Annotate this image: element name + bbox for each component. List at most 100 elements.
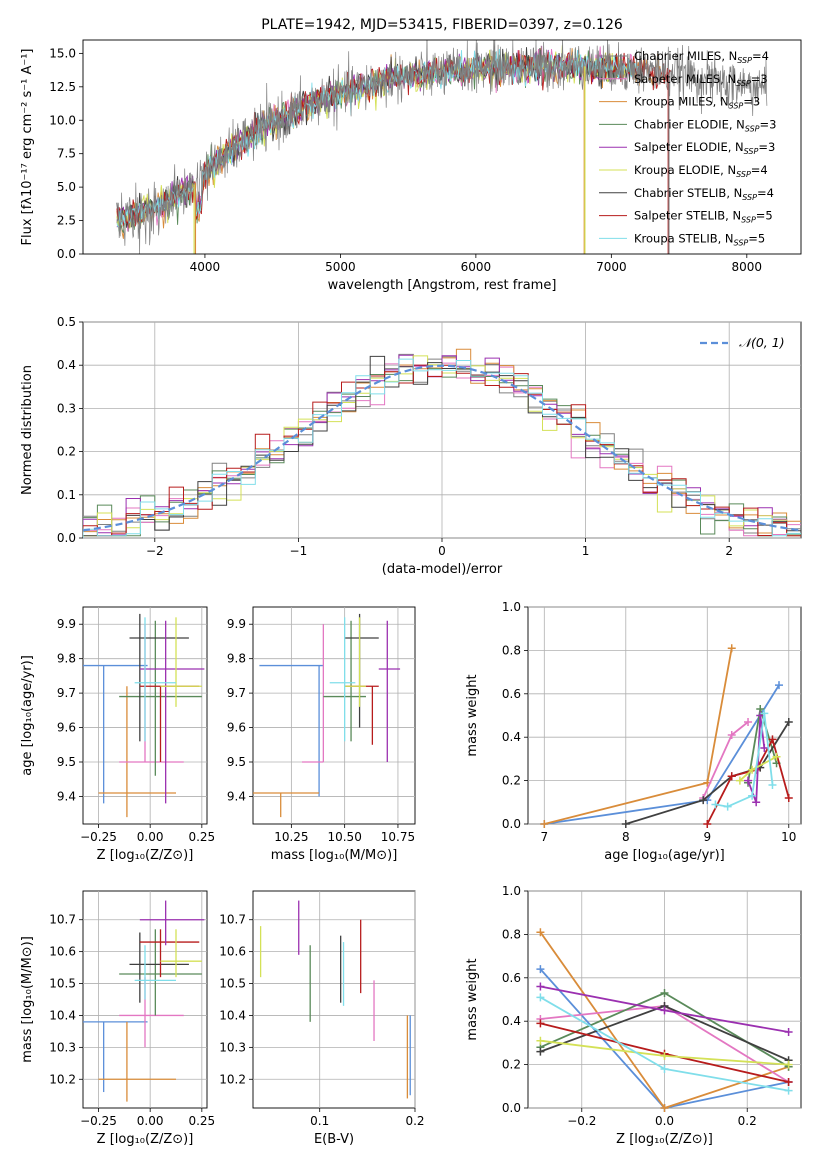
weight-marker (660, 1104, 669, 1112)
data-point (119, 977, 184, 1048)
x-tick-label: 6000 (461, 260, 492, 274)
mass-weight-vs-age-panel: 7 8 9 10 0.0 0.2 0.4 0.6 0.8 1.0 age [log₁₀(age/yr… (465, 600, 802, 863)
y-tick-label: 0.4 (57, 358, 76, 372)
weight-marker (768, 735, 777, 744)
error-bars (83, 900, 205, 1102)
y-tick-label: 2.5 (57, 214, 76, 228)
data-point (160, 617, 202, 707)
data-point (253, 792, 320, 818)
y-tick-label: 9.5 (57, 755, 76, 769)
weight-marker (727, 644, 736, 653)
x-tick-label: 9 (703, 830, 711, 844)
y-axis-label: mass weight (465, 958, 480, 1040)
x-tick-label: 8000 (732, 260, 763, 274)
weight-series (540, 644, 736, 828)
axes-frame (82, 890, 208, 1109)
y-tick-label: 10.3 (219, 1040, 246, 1054)
x-axis-label: wavelength [Angstrom, rest frame] (328, 278, 557, 293)
y-tick-label: 0.8 (502, 643, 521, 657)
mass-vs-extinction-panel: 0.1 0.2 10.2 10.3 10.4 10.5 10.6 10.7 E(B-V) (219, 890, 425, 1147)
y-axis-label: age [log₁₀(age/yr)] (20, 655, 35, 776)
weight-marker (536, 1019, 545, 1028)
weight-series (711, 709, 777, 811)
x-axis-label: Z [log₁₀(Z/Z⊙)] (97, 1132, 194, 1147)
legend-entry: 𝒩(0, 1) (739, 335, 785, 350)
y-tick-label: 10.4 (219, 1008, 246, 1022)
y-tick-label: 9.8 (57, 652, 76, 666)
x-tick-label: 2 (725, 544, 733, 558)
legend-entry: Salpeter STELIB, NSSP=5 (634, 209, 773, 225)
age-vs-metallicity-panel: −0.25 0.00 0.25 9.4 9.5 9.6 9.7 9.8 9.9 Z [log₁₀(… (20, 606, 215, 863)
x-tick-label: 0.25 (188, 830, 215, 844)
y-tick-label: 10.0 (49, 113, 76, 127)
weight-marker (735, 776, 744, 785)
data-point (98, 1021, 176, 1102)
weight-marker (752, 798, 761, 807)
data-point (344, 613, 379, 728)
weight-marker (536, 993, 545, 1002)
weight-marker (748, 765, 757, 774)
y-tick-label: 0.2 (502, 774, 521, 788)
x-axis-label: (data-model)/error (382, 562, 503, 577)
y-tick-label: 9.7 (227, 686, 246, 700)
histogram-legend: 𝒩(0, 1) (700, 335, 785, 350)
weight-marker (772, 752, 781, 761)
error-bars (253, 613, 401, 818)
y-tick-label: 0.0 (57, 247, 76, 261)
weight-marker (774, 681, 783, 690)
x-tick-label: 0.0 (655, 1114, 674, 1128)
y-tick-label: 12.5 (49, 80, 76, 94)
data-point (139, 900, 205, 946)
y-tick-label: 10.6 (219, 945, 246, 959)
x-tick-label: 10.75 (381, 830, 415, 844)
y-tick-label: 0.2 (57, 445, 76, 459)
y-tick-label: 9.6 (227, 721, 246, 735)
y-tick-label: 1.0 (502, 884, 521, 898)
x-tick-label: 0.2 (738, 1114, 757, 1128)
data-point (139, 620, 205, 804)
weight-marker (768, 780, 777, 789)
y-tick-label: 0.2 (502, 1058, 521, 1072)
residual-histogram (83, 364, 801, 538)
normal-reference-curve (83, 364, 801, 532)
y-tick-label: 0.5 (57, 315, 76, 329)
weight-marker (536, 1036, 545, 1045)
data-point (344, 617, 366, 707)
x-tick-label: 0.00 (137, 1114, 164, 1128)
weight-marker (711, 800, 720, 809)
x-tick-label: 4000 (190, 260, 221, 274)
legend-entry: Kroupa ELODIE, NSSP=4 (634, 163, 768, 179)
weight-marker (536, 982, 545, 991)
weight-marker (760, 709, 769, 718)
error-bars (259, 900, 411, 1099)
histogram-lines (83, 348, 801, 538)
weight-marker (784, 718, 793, 727)
residual-histogram (83, 358, 801, 538)
weight-series (536, 982, 793, 1037)
weight-marker (660, 1006, 669, 1015)
y-tick-label: 0.0 (502, 1101, 521, 1115)
y-tick-label: 10.4 (49, 1008, 76, 1022)
spectrum-panel: 4000 5000 6000 7000 8000 0.0 2.5 5.0 7.5 10.0 12.5… (20, 17, 802, 293)
y-tick-label: 0.0 (57, 531, 76, 545)
data-point (134, 617, 176, 742)
weight-marker (536, 1047, 545, 1056)
x-axis-label: Z [log₁₀(Z/Z⊙)] (616, 1132, 713, 1147)
weight-series (540, 681, 783, 828)
y-tick-label: 10.5 (219, 977, 246, 991)
axes-frame (82, 606, 208, 825)
y-tick-label: 9.4 (227, 789, 246, 803)
x-axis-label: age [log₁₀(age/yr)] (604, 848, 725, 863)
y-tick-label: 1.0 (502, 600, 521, 614)
y-tick-label: 5.0 (57, 180, 76, 194)
y-tick-label: 10.2 (219, 1072, 246, 1086)
x-tick-label: −0.25 (80, 1114, 117, 1128)
weight-marker (699, 796, 708, 805)
weight-marker (723, 802, 732, 811)
mass-weight-vs-metallicity-panel: −0.2 0.0 0.2 0.0 0.2 0.4 0.6 0.8 1.0 Z [log₁₀(Z/Z… (465, 884, 802, 1147)
weight-marker (784, 1060, 793, 1069)
age-vs-mass-panel: 10.25 10.50 10.75 9.4 9.5 9.6 9.7 9.8 9.9 mass [l… (227, 606, 416, 863)
y-tick-label: 10.3 (49, 1040, 76, 1054)
weight-marker (621, 820, 630, 828)
legend-entry: Chabrier MILES, NSSP=4 (634, 49, 769, 65)
